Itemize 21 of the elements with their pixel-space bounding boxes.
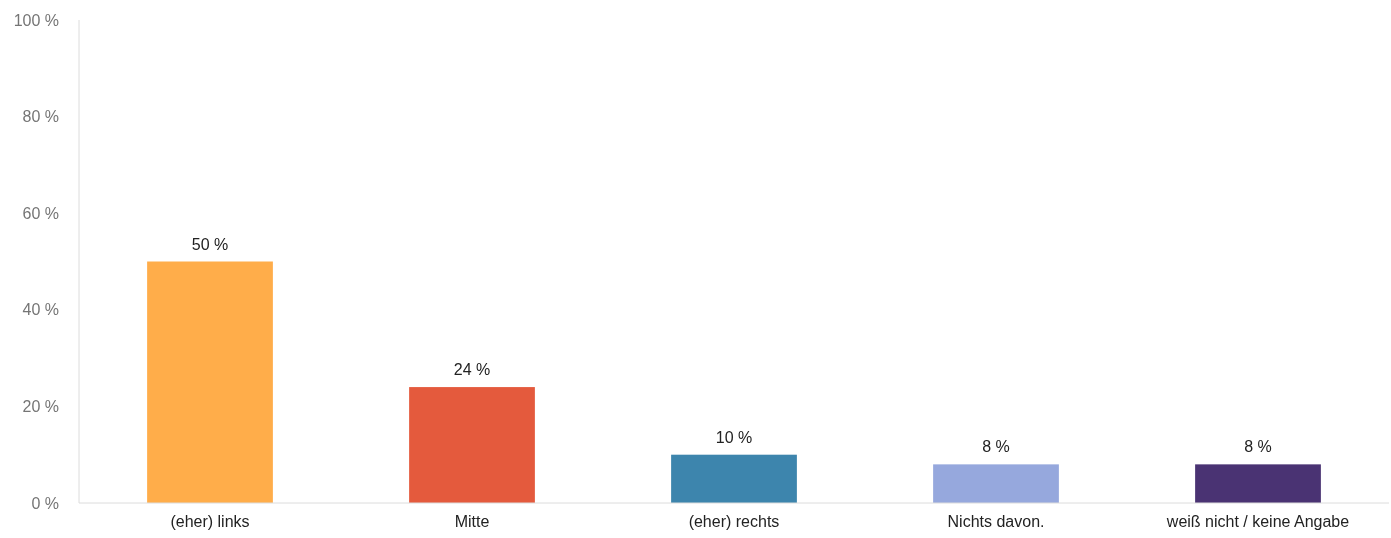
x-tick-label: Mitte <box>454 513 490 530</box>
bar <box>409 387 535 503</box>
y-tick-label: 20 % <box>22 398 59 415</box>
data-label: 10 % <box>715 428 753 446</box>
y-tick-label: 40 % <box>22 301 59 319</box>
bar <box>671 454 797 503</box>
x-tick-label: (eher) links <box>170 513 250 530</box>
bar <box>933 464 1059 503</box>
y-tick-label: 0 % <box>31 494 59 512</box>
x-tick-label: Nichts davon. <box>947 513 1045 530</box>
data-label: 8 % <box>982 438 1010 456</box>
bar <box>1195 464 1321 503</box>
data-label: 50 % <box>191 235 229 253</box>
y-tick-label: 80 % <box>22 108 59 126</box>
y-tick-label: 100 % <box>13 11 59 29</box>
x-tick-label: (eher) rechts <box>688 513 780 530</box>
y-tick-label: 60 % <box>22 204 59 222</box>
bar <box>147 261 273 503</box>
data-label: 24 % <box>453 361 491 379</box>
x-tick-label: weiß nicht / keine Angabe <box>1165 513 1350 530</box>
data-label: 8 % <box>1244 438 1272 456</box>
